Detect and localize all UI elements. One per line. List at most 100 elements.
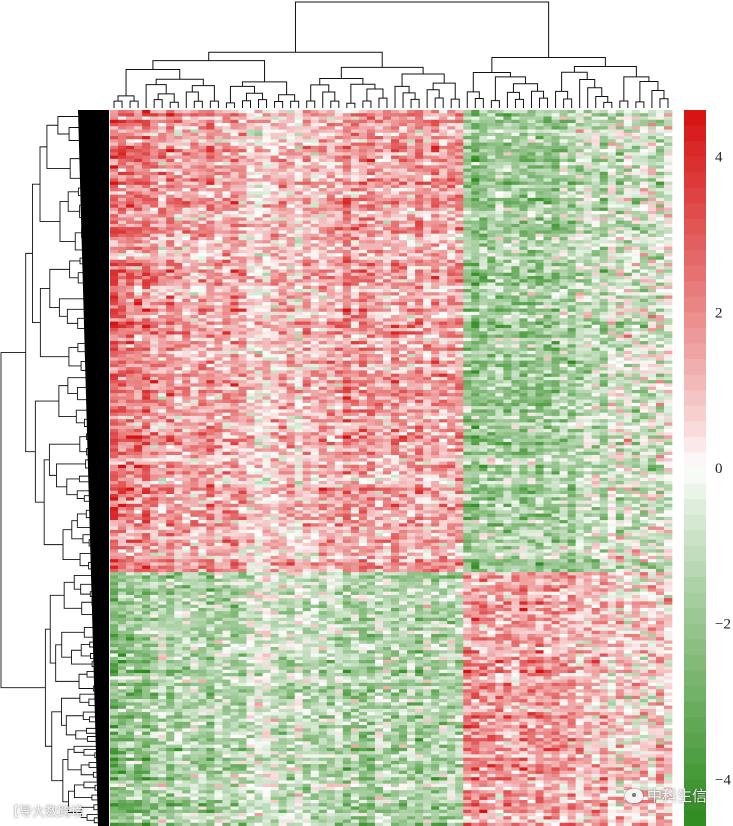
heatmap-cell xyxy=(350,217,360,221)
heatmap-cell xyxy=(663,207,673,212)
heatmap-cell xyxy=(158,155,167,160)
heatmap-cell xyxy=(182,272,191,277)
heatmap-cell xyxy=(198,246,207,251)
heatmap-cell xyxy=(118,217,127,221)
heatmap-cell xyxy=(471,220,480,225)
heatmap-cell xyxy=(503,204,512,208)
heatmap-cell xyxy=(174,162,183,166)
heatmap-cell xyxy=(142,155,151,160)
heatmap-cell xyxy=(302,110,312,114)
heatmap-cell xyxy=(591,321,601,326)
heatmap-cell xyxy=(222,184,231,189)
heatmap-cell xyxy=(415,324,424,329)
heatmap-cell xyxy=(415,243,424,248)
heatmap-cell xyxy=(479,243,488,248)
heatmap-cell xyxy=(399,155,408,160)
heatmap-cell xyxy=(318,116,328,121)
heatmap-cell xyxy=(382,204,392,208)
heatmap-cell xyxy=(487,139,496,143)
heatmap-cell xyxy=(575,142,585,147)
heatmap-cell xyxy=(583,168,593,173)
heatmap-cell xyxy=(142,139,151,143)
heatmap-cell xyxy=(366,165,376,169)
heatmap-cell xyxy=(487,152,496,156)
heatmap-cell xyxy=(158,328,167,332)
heatmap-cell xyxy=(623,302,633,306)
heatmap-cell xyxy=(519,171,528,176)
heatmap-cell xyxy=(431,249,440,254)
heatmap-cell xyxy=(206,207,215,212)
heatmap-cell xyxy=(575,119,585,124)
heatmap-cell xyxy=(366,233,376,238)
heatmap-cell xyxy=(599,305,609,309)
heatmap-cell xyxy=(118,295,127,300)
heatmap-cell xyxy=(158,175,167,179)
heatmap-cell xyxy=(599,272,609,277)
heatmap-cell xyxy=(471,194,480,199)
heatmap-cell xyxy=(647,129,657,134)
heatmap-cell xyxy=(246,217,255,221)
heatmap-cell xyxy=(374,188,384,192)
heatmap-cell xyxy=(118,116,127,121)
heatmap-cell xyxy=(166,175,175,179)
heatmap-cell xyxy=(382,295,392,300)
heatmap-cell xyxy=(503,155,512,160)
heatmap-cell xyxy=(647,266,657,270)
column-dendrogram-branch xyxy=(330,100,340,108)
heatmap-cell xyxy=(294,259,304,264)
heatmap-cell xyxy=(366,162,376,166)
heatmap-cell xyxy=(535,162,544,166)
row-dendrogram-branch xyxy=(80,583,93,595)
heatmap-cell xyxy=(246,311,255,316)
heatmap-cell xyxy=(126,119,135,124)
heatmap-cell xyxy=(615,136,625,140)
heatmap-cell xyxy=(591,295,601,300)
heatmap-cell xyxy=(591,246,601,251)
heatmap-cell xyxy=(126,256,135,261)
heatmap-cell xyxy=(663,110,673,114)
heatmap-cell xyxy=(527,272,536,277)
heatmap-cell xyxy=(246,302,255,306)
heatmap-cell xyxy=(382,197,392,202)
heatmap-cell xyxy=(254,285,263,290)
heatmap-cell xyxy=(302,289,312,293)
heatmap-cell xyxy=(182,129,191,134)
heatmap-cell xyxy=(415,315,424,319)
heatmap-cell xyxy=(391,243,400,248)
heatmap-cell xyxy=(334,168,344,173)
heatmap-cell xyxy=(463,285,472,290)
heatmap-cell xyxy=(423,119,432,124)
heatmap-cell xyxy=(447,214,456,218)
heatmap-cell xyxy=(254,262,263,267)
heatmap-cell xyxy=(326,256,336,261)
heatmap-cell xyxy=(246,259,255,264)
heatmap-cell xyxy=(126,136,135,140)
heatmap-cell xyxy=(182,204,191,208)
heatmap-cell xyxy=(503,269,512,274)
heatmap-cell xyxy=(310,201,320,205)
heatmap-cell xyxy=(575,295,585,300)
heatmap-cell xyxy=(246,266,255,270)
heatmap-cell xyxy=(439,194,448,199)
heatmap-cell xyxy=(302,246,312,251)
heatmap-cell xyxy=(278,259,287,264)
heatmap-cell xyxy=(599,123,609,127)
heatmap-cell xyxy=(294,139,304,143)
heatmap-cell xyxy=(583,308,593,313)
heatmap-cell xyxy=(447,246,456,251)
heatmap-cell xyxy=(503,181,512,186)
heatmap-cell xyxy=(230,240,239,244)
heatmap-cell xyxy=(198,318,207,322)
heatmap-cell xyxy=(134,246,143,251)
heatmap-cell xyxy=(423,289,432,293)
heatmap-cell xyxy=(471,236,480,241)
heatmap-cell xyxy=(439,165,448,169)
heatmap-cell xyxy=(182,149,191,153)
heatmap-cell xyxy=(326,266,336,270)
heatmap-cell xyxy=(302,188,312,192)
heatmap-cell xyxy=(334,272,344,277)
heatmap-cell xyxy=(358,168,368,173)
heatmap-cell xyxy=(182,243,191,248)
heatmap-cell xyxy=(639,285,649,290)
heatmap-cell xyxy=(206,113,215,117)
